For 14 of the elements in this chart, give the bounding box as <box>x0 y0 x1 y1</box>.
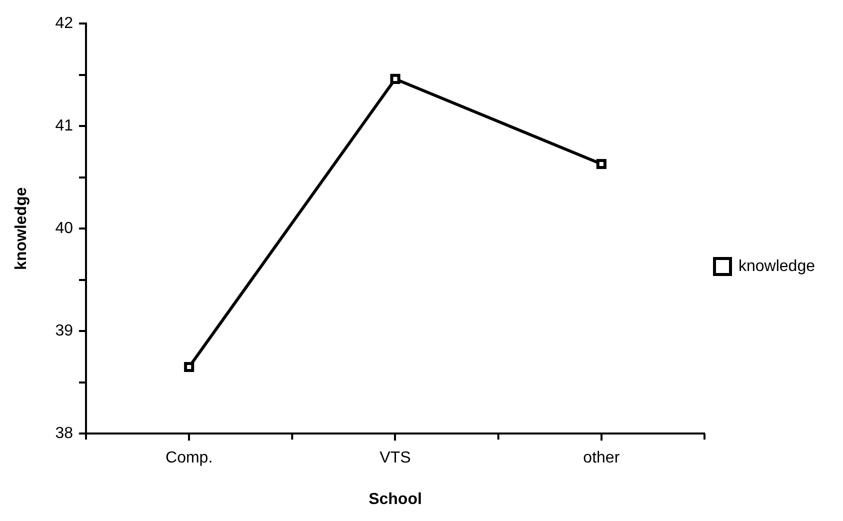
y-tick-label: 38 <box>55 425 74 442</box>
x-axis-title: School <box>368 490 422 508</box>
y-tick-label: 39 <box>55 322 74 340</box>
point <box>184 362 194 372</box>
y-tick-label: 42 <box>55 15 74 32</box>
x-tick-label: VTS <box>380 450 411 467</box>
y-axis-title: knowledge <box>13 187 30 270</box>
point <box>390 74 400 84</box>
legend-label: knowledge <box>738 258 816 275</box>
x-tick-label: Comp. <box>166 450 213 467</box>
y-tick-label: 41 <box>55 118 74 135</box>
point <box>596 158 606 170</box>
x-tick-label: other <box>583 450 620 467</box>
y-tick-label: 40 <box>55 220 74 238</box>
